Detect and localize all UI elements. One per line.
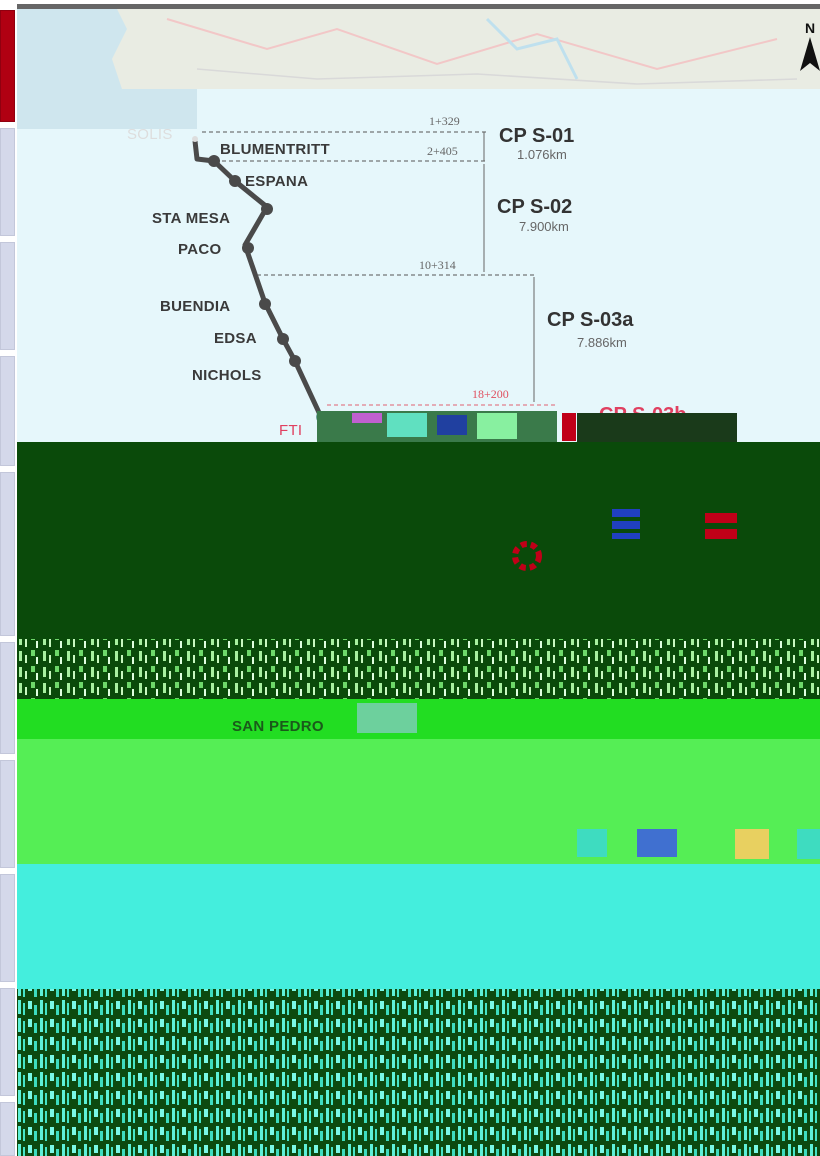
glitch-block — [577, 413, 737, 442]
north-label: N — [805, 20, 815, 36]
chainage-label: 10+314 — [419, 258, 456, 272]
cp-s-01-length: 1.076km — [517, 147, 567, 162]
station-label-edsa: EDSA — [214, 330, 257, 347]
glitch-block — [735, 829, 769, 859]
road — [196, 68, 798, 85]
station-label-paco: PACO — [178, 241, 221, 258]
station-label-espana: ESPANA — [245, 173, 308, 190]
tab-active[interactable] — [0, 10, 15, 122]
tab-6[interactable] — [0, 642, 15, 754]
glitch-block — [437, 415, 467, 435]
station-label-solis: SOLIS — [127, 126, 173, 143]
road — [166, 18, 778, 71]
land-area — [17, 9, 820, 89]
glitch-block — [612, 533, 640, 539]
station-label-fti: FTI — [279, 422, 302, 439]
tab-4[interactable] — [0, 356, 15, 466]
sidebar-tabs — [0, 0, 17, 1156]
cp-s-03a-label: CP S-03a — [547, 309, 634, 331]
station-label-sta-mesa: STA MESA — [152, 210, 230, 227]
water-area — [17, 89, 197, 129]
north-arrow-icon — [800, 37, 820, 71]
tab-8[interactable] — [0, 874, 15, 982]
river — [485, 17, 579, 80]
glitch-block — [387, 413, 427, 437]
station-dot-espana[interactable] — [229, 175, 241, 187]
cp-s-02-label: CP S-02 — [497, 196, 572, 218]
glitch-block — [357, 703, 417, 733]
glitch-ring — [512, 541, 542, 571]
station-dot-nichols[interactable] — [289, 355, 301, 367]
cp-s-02-length: 7.900km — [519, 219, 569, 234]
corrupted-band — [17, 639, 820, 709]
chainage-label: 2+405 — [427, 144, 458, 158]
glitch-block — [705, 513, 737, 523]
corrupted-band-green — [17, 699, 820, 739]
bay-water — [17, 9, 127, 89]
tab-3[interactable] — [0, 242, 15, 350]
glitch-block — [562, 413, 576, 441]
glitch-block — [612, 509, 640, 517]
glitch-block — [612, 521, 640, 529]
station-label-buendia: BUENDIA — [160, 298, 230, 315]
chainage-label: 1+329 — [429, 114, 460, 128]
station-dot-edsa[interactable] — [277, 333, 289, 345]
route-map: N SOLIS BLUMENTRITT ESPANA STA MESA PACO… — [17, 9, 820, 1156]
corrupted-region-dark — [17, 442, 820, 642]
glitch-block — [797, 829, 820, 859]
station-dot-paco[interactable] — [242, 242, 254, 254]
corrupted-region-cyan — [17, 864, 820, 989]
glitch-block — [477, 413, 517, 439]
corrupted-region-green — [17, 739, 820, 864]
map-background — [17, 89, 820, 442]
map-view[interactable]: N SOLIS BLUMENTRITT ESPANA STA MESA PACO… — [17, 4, 820, 1156]
station-label-nichols: NICHOLS — [192, 367, 262, 384]
tab-7[interactable] — [0, 760, 15, 868]
tab-9[interactable] — [0, 988, 15, 1096]
glitch-block — [577, 829, 607, 857]
cp-s-03a-length: 7.886km — [577, 335, 627, 350]
station-dot-blumentritt[interactable] — [208, 155, 220, 167]
station-label-san-pedro: SAN PEDRO — [232, 718, 324, 735]
tab-10[interactable] — [0, 1102, 15, 1156]
corrupted-region-bottom — [17, 989, 820, 1156]
tab-5[interactable] — [0, 472, 15, 636]
cp-s-01-label: CP S-01 — [499, 125, 574, 147]
station-dot-solis[interactable] — [192, 136, 198, 142]
tab-2[interactable] — [0, 128, 15, 236]
station-dot-sta-mesa[interactable] — [261, 203, 273, 215]
station-label-blumentritt: BLUMENTRITT — [220, 141, 330, 158]
glitch-block — [637, 829, 677, 857]
glitch-block — [352, 413, 382, 423]
chainage-label: 18+200 — [472, 387, 509, 401]
glitch-block — [705, 529, 737, 539]
station-dot-buendia[interactable] — [259, 298, 271, 310]
